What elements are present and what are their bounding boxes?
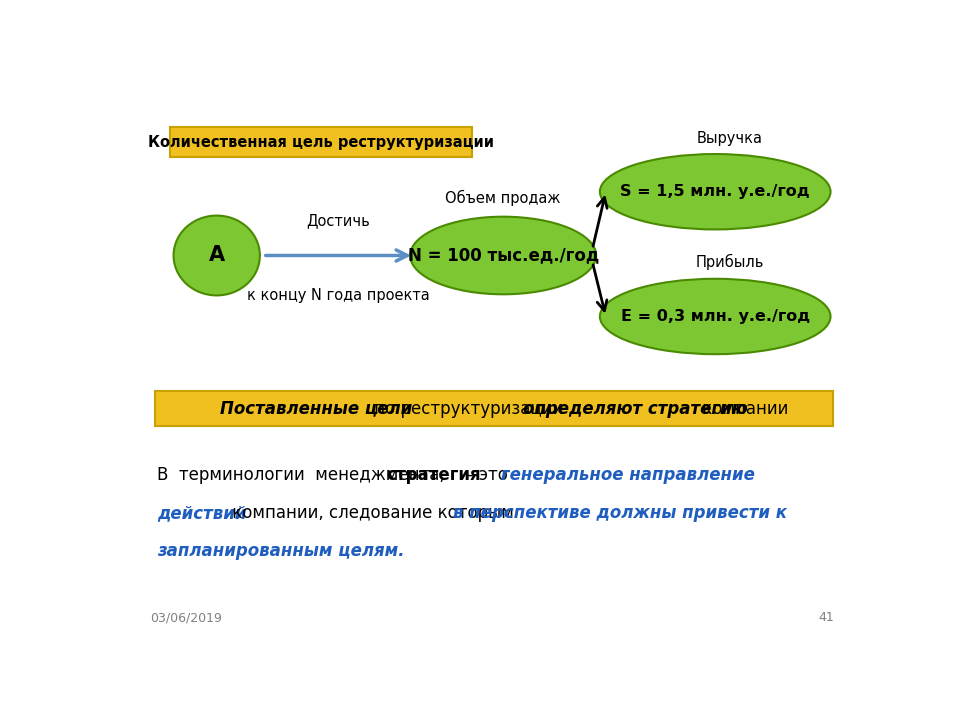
Text: Достичь: Достичь bbox=[306, 213, 371, 228]
Ellipse shape bbox=[174, 215, 260, 295]
FancyBboxPatch shape bbox=[170, 127, 472, 158]
Text: действий: действий bbox=[157, 504, 247, 522]
Text: по реструктуризации: по реструктуризации bbox=[369, 400, 568, 418]
Ellipse shape bbox=[410, 217, 596, 294]
Text: N = 100 тыс.ед./год: N = 100 тыс.ед./год bbox=[408, 246, 599, 264]
Text: 03/06/2019: 03/06/2019 bbox=[150, 611, 222, 624]
Text: S = 1,5 млн. у.е./год: S = 1,5 млн. у.е./год bbox=[620, 184, 810, 199]
Text: в перспективе должны привести к: в перспективе должны привести к bbox=[453, 504, 787, 522]
Text: Поставленные цели: Поставленные цели bbox=[220, 400, 412, 418]
Text: Выручка: Выручка bbox=[697, 131, 763, 146]
Text: генеральное направление: генеральное направление bbox=[501, 466, 756, 484]
Text: стратегия: стратегия bbox=[387, 466, 481, 484]
Text: компании, следование которым: компании, следование которым bbox=[227, 504, 518, 522]
Text: – это: – это bbox=[460, 466, 514, 484]
Text: определяют стратегию: определяют стратегию bbox=[523, 400, 748, 418]
Ellipse shape bbox=[600, 279, 830, 354]
Text: E = 0,3 млн. у.е./год: E = 0,3 млн. у.е./год bbox=[620, 309, 810, 324]
Text: Прибыль: Прибыль bbox=[696, 254, 764, 271]
Text: А: А bbox=[208, 246, 225, 266]
Text: Количественная цель реструктуризации: Количественная цель реструктуризации bbox=[148, 135, 493, 150]
Text: запланированным целям.: запланированным целям. bbox=[157, 541, 405, 559]
Text: Объем продаж: Объем продаж bbox=[445, 189, 561, 206]
Text: компании: компании bbox=[697, 400, 789, 418]
Text: к концу N года проекта: к концу N года проекта bbox=[247, 288, 430, 302]
Ellipse shape bbox=[600, 154, 830, 230]
FancyBboxPatch shape bbox=[155, 391, 832, 426]
Text: 41: 41 bbox=[819, 611, 834, 624]
Text: В  терминологии  менеджмента,: В терминологии менеджмента, bbox=[157, 466, 453, 484]
